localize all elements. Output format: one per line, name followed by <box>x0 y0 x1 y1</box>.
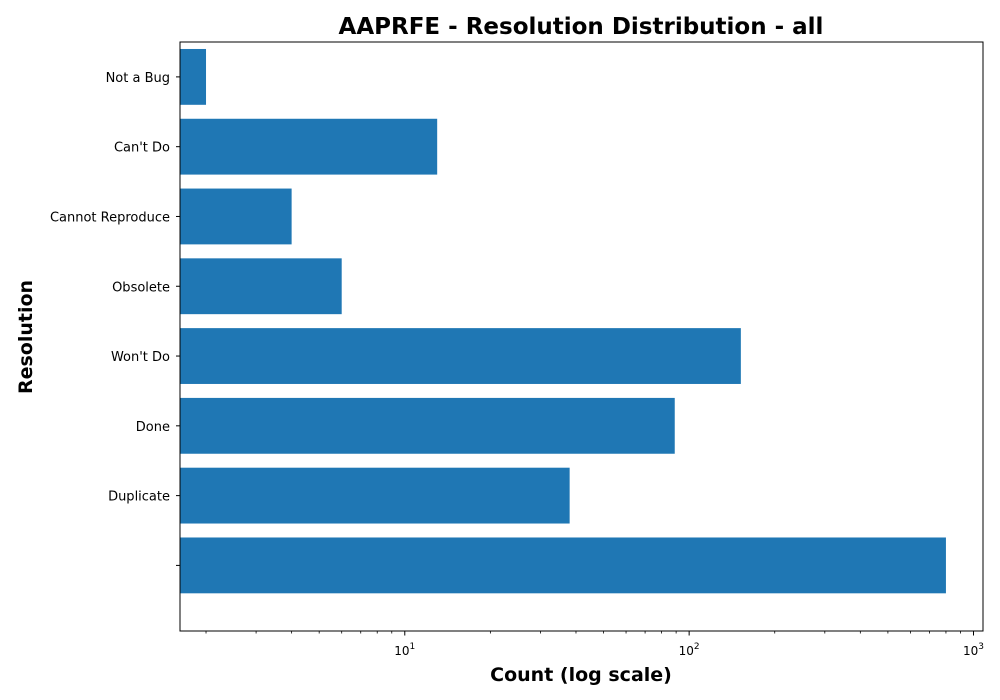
x-tick-label: 101 <box>394 642 415 658</box>
bars-group <box>180 48 946 594</box>
y-tick-label: Can't Do <box>114 141 170 156</box>
chart-title: AAPRFE - Resolution Distribution - all <box>339 14 824 40</box>
bar <box>180 48 207 105</box>
y-tick-label: Not a Bug <box>106 71 170 86</box>
x-tick-label: 102 <box>679 642 700 658</box>
y-tick-label: Obsolete <box>112 280 170 295</box>
bar <box>180 188 292 245</box>
bar <box>180 118 438 175</box>
bar <box>180 328 741 384</box>
bar <box>180 537 946 594</box>
y-tick-label: Done <box>136 420 170 435</box>
y-tick-label: Duplicate <box>108 490 170 505</box>
bar <box>180 258 342 315</box>
y-axis-label: Resolution <box>15 280 37 394</box>
y-tick-label: Cannot Reproduce <box>50 210 170 225</box>
bar <box>180 467 570 524</box>
x-ticks-group: 101 102 103 <box>205 631 984 658</box>
x-axis-label: Count (log scale) <box>490 664 672 686</box>
x-tick-label: 103 <box>963 642 984 658</box>
plot-frame <box>179 41 984 632</box>
bar <box>180 397 675 454</box>
y-ticks-group: Duplicate Done Won't Do Obsolete Cannot Repr… <box>50 71 180 566</box>
y-tick-label: Won't Do <box>111 350 170 365</box>
